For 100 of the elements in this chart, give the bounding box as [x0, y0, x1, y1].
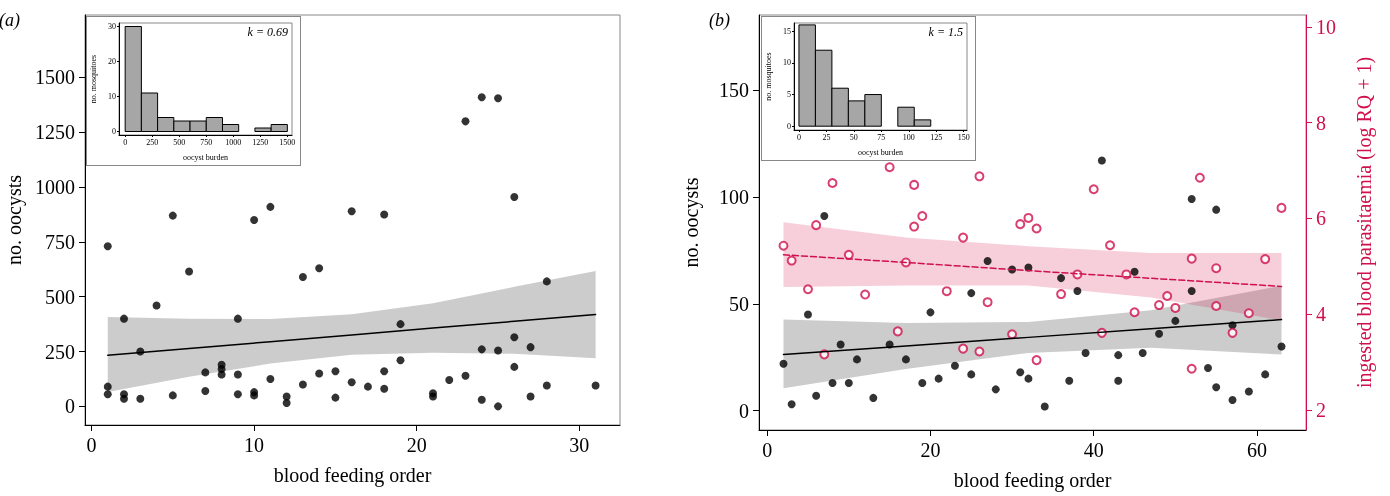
y2-tick-label: 2: [1316, 398, 1326, 421]
point: [1243, 308, 1254, 319]
point: [884, 162, 895, 173]
y-tick-label: 15: [783, 26, 791, 36]
annotation: k = 1.5: [928, 25, 964, 39]
y-tick-label: 30: [108, 22, 116, 31]
point: [510, 333, 519, 342]
point: [298, 273, 307, 281]
point: [860, 289, 871, 300]
x-tick-label: 1000: [225, 137, 242, 147]
point: [233, 390, 242, 399]
x-tick-label: 0: [123, 137, 128, 147]
point: [934, 374, 943, 383]
x-tick-label: 150: [957, 132, 970, 142]
point: [591, 381, 600, 390]
point: [347, 207, 356, 216]
y2-tick-label: 8: [1316, 111, 1326, 134]
point: [331, 393, 340, 402]
annotation: k = 0.69: [247, 25, 289, 39]
point: [347, 378, 356, 387]
point: [282, 399, 291, 408]
y-tick-label: 500: [45, 285, 75, 308]
point: [526, 392, 535, 401]
point: [917, 211, 928, 222]
point: [828, 378, 837, 387]
point: [918, 378, 927, 387]
point: [233, 370, 242, 379]
chart-title: (b): [709, 10, 730, 31]
y-tick-label: 20: [108, 57, 116, 66]
point: [844, 378, 853, 387]
x-tick-label: 250: [146, 137, 159, 147]
point: [1276, 202, 1287, 213]
point: [266, 374, 275, 383]
y2-tick-label: 10: [1316, 15, 1336, 38]
point: [331, 367, 340, 376]
point: [542, 381, 551, 390]
point: [901, 355, 910, 364]
point: [445, 376, 454, 385]
point: [1097, 156, 1106, 165]
point: [1154, 300, 1165, 311]
y-tick-label: 10: [783, 58, 791, 68]
y-tick-label: 150: [719, 78, 749, 101]
y-tick-label: 50: [729, 292, 749, 315]
point: [1130, 267, 1139, 276]
point: [103, 382, 112, 391]
point: [812, 391, 821, 400]
point: [477, 345, 486, 354]
point: [1024, 374, 1033, 383]
point: [1171, 316, 1180, 325]
point: [494, 94, 503, 103]
point: [461, 371, 470, 380]
point: [1073, 286, 1082, 295]
point: [1212, 205, 1221, 214]
line-series: [782, 254, 1283, 288]
point: [836, 340, 845, 349]
x-tick-label: 75: [877, 132, 886, 142]
y2-axis-title: ingested blood parasitaemia (log RQ + 1): [1353, 56, 1376, 389]
x-axis-title: oocyst burden: [857, 147, 904, 157]
point: [958, 343, 969, 354]
chart-title: (a): [0, 10, 20, 31]
x-tick-label: 0: [86, 434, 97, 456]
point: [396, 356, 405, 365]
y-tick-label: 0: [65, 395, 75, 418]
point: [494, 346, 503, 355]
point: [168, 391, 177, 400]
point: [1244, 387, 1253, 396]
point: [201, 368, 210, 377]
line-series: [782, 318, 1283, 356]
point: [120, 394, 129, 403]
point: [363, 382, 372, 391]
y-tick-label: 10: [108, 92, 116, 101]
x-tick-label: 100: [902, 132, 915, 142]
point: [909, 179, 920, 190]
x-axis-title: oocyst burden: [182, 152, 229, 162]
point: [1194, 172, 1205, 183]
y-axis-title: no. oocysts: [3, 174, 27, 265]
point: [787, 400, 796, 409]
point: [1277, 342, 1286, 351]
x-tick-label: 60: [1247, 439, 1268, 461]
point: [494, 402, 503, 411]
point: [778, 240, 789, 251]
point: [820, 212, 829, 221]
point: [380, 210, 389, 219]
point: [1114, 351, 1123, 360]
x-tick-label: 30: [569, 434, 590, 456]
point: [1186, 253, 1197, 264]
x-axis-title: blood feeding order: [953, 469, 1112, 492]
point: [1186, 363, 1197, 374]
point: [786, 255, 797, 266]
x-tick-label: 20: [920, 439, 941, 461]
point: [1016, 368, 1025, 377]
y-tick-label: 1500: [35, 66, 75, 89]
point: [958, 232, 969, 243]
y-tick-label: 100: [719, 185, 749, 208]
point: [974, 171, 985, 182]
point: [461, 117, 470, 126]
point: [1138, 348, 1147, 357]
point: [120, 314, 129, 323]
x-tick-label: 1500: [279, 137, 296, 147]
x-tick-label: 25: [822, 132, 831, 142]
